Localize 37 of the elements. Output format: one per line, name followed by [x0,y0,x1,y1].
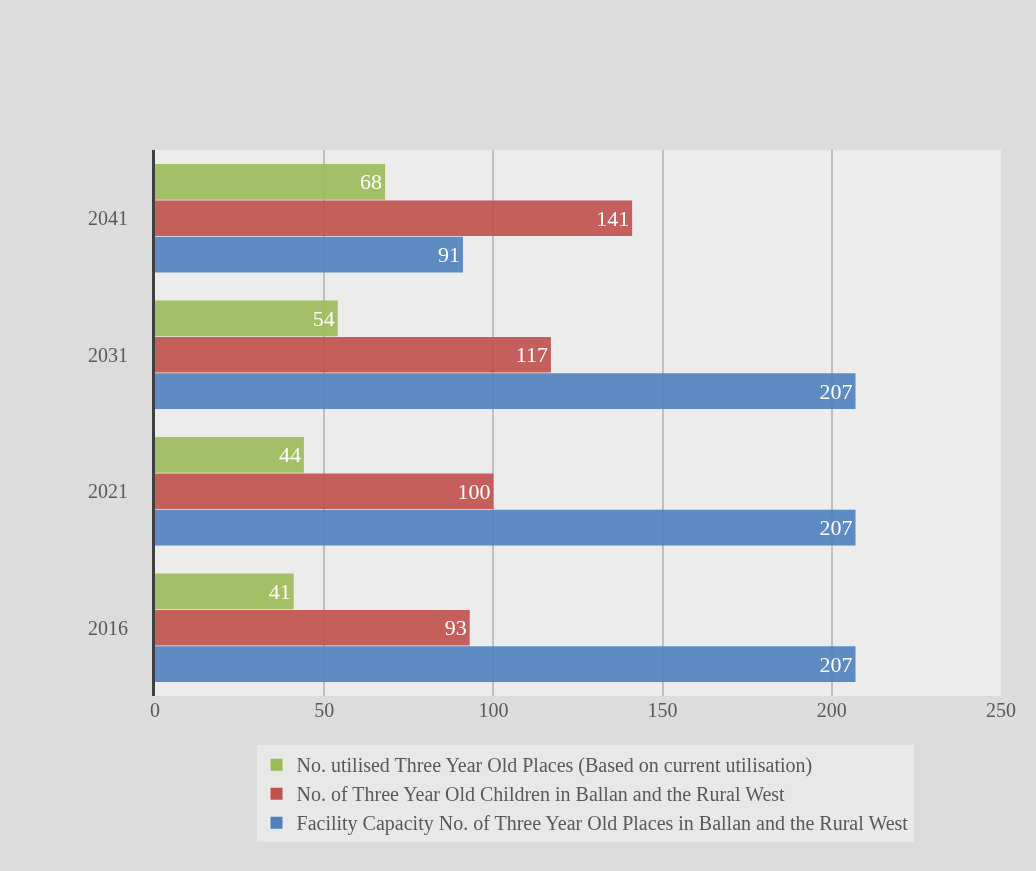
data-label: 100 [457,478,491,504]
x-tick-label: 150 [647,699,678,721]
bar [155,200,633,237]
bar [155,473,494,510]
data-label: 207 [819,651,853,677]
x-tick-label: 200 [816,699,847,721]
data-label: 41 [268,578,291,604]
bar [155,300,338,337]
bar [155,573,294,610]
data-label: 44 [278,442,301,468]
data-label: 117 [515,342,548,368]
bar [155,236,463,273]
data-label: 207 [819,515,853,541]
bar [155,609,470,646]
bar [155,509,856,546]
data-label: 68 [360,169,383,195]
legend-label: Facility Capacity No. of Three Year Old Places in Ballan and the Rural West [296,812,909,836]
y-tick-label: 2021 [88,480,128,503]
data-label: 93 [444,615,467,641]
bar [155,437,304,473]
data-label: 91 [437,242,460,268]
bar [155,336,551,373]
bar [155,164,386,200]
x-tick-label: 250 [986,699,1016,721]
y-tick-label: 2041 [88,207,128,230]
bar [155,646,856,682]
data-label: 207 [819,378,853,404]
x-tick-label: 0 [150,699,160,721]
data-label: 54 [312,305,335,331]
y-tick-label: 2016 [88,616,128,639]
bar [155,373,856,409]
data-label: 141 [596,205,630,231]
legend-label: No. utilised Three Year Old Places (Based on current utilisation) [296,754,813,778]
x-tick-label: 50 [314,699,335,721]
x-tick-label: 100 [478,699,509,721]
y-tick-label: 2031 [88,343,128,366]
legend-label: No. of Three Year Old Children in Ballan and the Rural West [296,783,786,806]
